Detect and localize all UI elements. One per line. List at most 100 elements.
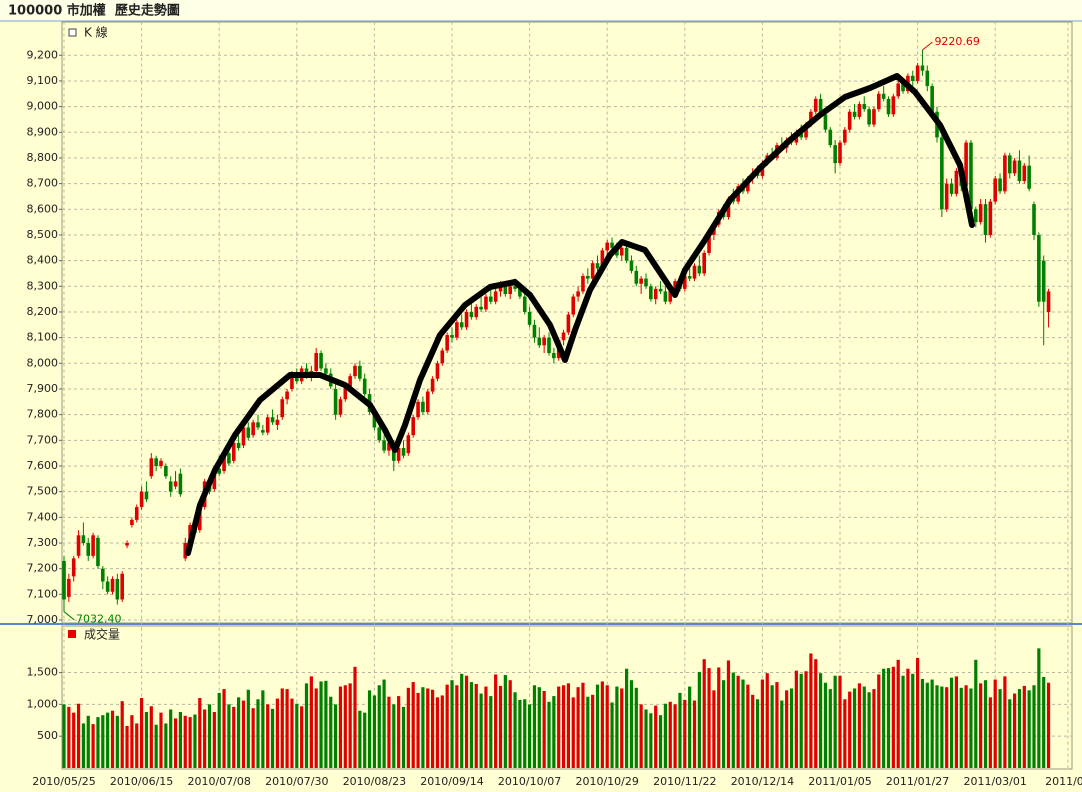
volume-bar bbox=[852, 688, 857, 768]
volume-bar bbox=[872, 689, 876, 768]
volume-bar bbox=[227, 704, 231, 768]
candle-body bbox=[532, 324, 537, 338]
legend-icon bbox=[68, 28, 77, 37]
candle-body bbox=[993, 178, 997, 202]
candle-body bbox=[353, 365, 357, 377]
candle-body bbox=[634, 270, 639, 284]
candle-body bbox=[71, 558, 76, 577]
y-tick-label: 7,500 bbox=[27, 485, 59, 498]
volume-bar bbox=[144, 712, 149, 768]
candle-body bbox=[964, 142, 968, 187]
volume-bar bbox=[532, 685, 537, 768]
x-tick-label: 2010/05/25 bbox=[32, 775, 95, 788]
candle-body bbox=[629, 260, 634, 271]
candle-body bbox=[105, 581, 110, 592]
candle-body bbox=[154, 458, 158, 466]
candle-body bbox=[823, 114, 828, 130]
candle-body bbox=[518, 288, 522, 297]
candle-body bbox=[586, 276, 590, 279]
volume-bar bbox=[751, 694, 755, 768]
x-tick-label: 2010/11/22 bbox=[653, 775, 716, 788]
candle-body bbox=[605, 242, 609, 251]
volume-bar bbox=[688, 686, 692, 768]
volume-bar bbox=[469, 682, 473, 768]
volume-bar bbox=[1042, 677, 1046, 768]
candle-body bbox=[86, 542, 91, 556]
candle-body bbox=[372, 412, 377, 428]
volume-bar bbox=[925, 682, 929, 768]
volume-bar bbox=[474, 684, 478, 768]
window-title: 100000 市加權 歷史走勢圖 bbox=[8, 3, 180, 19]
candle-body bbox=[241, 427, 246, 446]
volume-bar bbox=[140, 698, 144, 768]
candle-body bbox=[387, 442, 391, 451]
y-tick-label: 7,100 bbox=[27, 587, 59, 600]
candle-body bbox=[270, 417, 275, 423]
candle-body bbox=[940, 137, 944, 210]
volume-bar bbox=[67, 706, 71, 768]
candle-body bbox=[833, 145, 837, 164]
volume-bar bbox=[295, 703, 299, 768]
candle-body bbox=[920, 65, 925, 71]
volume-bar bbox=[358, 710, 362, 768]
hand-drawn-trend bbox=[185, 73, 975, 556]
volume-bar bbox=[600, 681, 604, 768]
volume-bar bbox=[188, 717, 192, 768]
x-tick-label: 2010/07/30 bbox=[265, 775, 328, 788]
candle-body bbox=[236, 442, 241, 449]
candle-body bbox=[120, 573, 124, 600]
volume-bar bbox=[896, 659, 900, 768]
volume-bar bbox=[833, 675, 837, 768]
candle-body bbox=[639, 278, 643, 284]
volume-bar bbox=[460, 673, 464, 768]
candle-body bbox=[382, 440, 386, 451]
volume-bar bbox=[828, 689, 832, 768]
candle-body bbox=[377, 427, 382, 441]
candle-body bbox=[561, 332, 566, 341]
volume-bar bbox=[377, 685, 381, 768]
y-tick-label: 7,600 bbox=[27, 459, 59, 472]
candle-body bbox=[464, 311, 469, 328]
volume-bar bbox=[1046, 682, 1051, 768]
volume-bar bbox=[717, 667, 721, 768]
candle-body bbox=[600, 250, 605, 269]
volume-bar bbox=[275, 698, 279, 768]
candle-body bbox=[872, 109, 876, 125]
candle-body bbox=[435, 363, 440, 379]
volume-bar bbox=[658, 715, 663, 768]
candle-body bbox=[362, 378, 367, 395]
volume-bar bbox=[683, 699, 687, 768]
candle-body bbox=[867, 109, 871, 125]
volume-bar bbox=[780, 700, 784, 768]
candle-body bbox=[450, 335, 454, 338]
candle-body bbox=[838, 142, 842, 164]
volume-bar bbox=[673, 704, 677, 768]
volume-bar bbox=[212, 712, 216, 768]
candle-body bbox=[139, 491, 144, 508]
candle-body bbox=[707, 234, 711, 253]
volume-bar bbox=[193, 714, 197, 768]
volume-bar bbox=[363, 712, 367, 768]
volume-bar bbox=[397, 696, 401, 768]
candle-body bbox=[314, 353, 318, 372]
candle-body bbox=[430, 378, 435, 392]
volume-bar bbox=[983, 680, 988, 768]
volume-bar bbox=[537, 687, 541, 768]
y-tick-label: 8,300 bbox=[27, 279, 59, 292]
volume-bar bbox=[959, 687, 963, 768]
volume-bar bbox=[867, 692, 871, 768]
y-tick-label: 1,500 bbox=[27, 666, 59, 679]
x-tick-label: 2010/08/23 bbox=[343, 775, 406, 788]
volume-bar bbox=[639, 704, 643, 768]
candle-body bbox=[881, 93, 886, 99]
volume-bar bbox=[484, 686, 488, 768]
volume-bar bbox=[891, 666, 895, 768]
candle-body bbox=[663, 291, 668, 302]
volume-bar bbox=[862, 686, 866, 768]
volume-bar bbox=[765, 673, 769, 768]
extreme-label: 9220.69 bbox=[934, 35, 980, 48]
volume-bar bbox=[348, 683, 352, 768]
volume-bar bbox=[974, 659, 978, 768]
volume-bar bbox=[566, 683, 570, 768]
